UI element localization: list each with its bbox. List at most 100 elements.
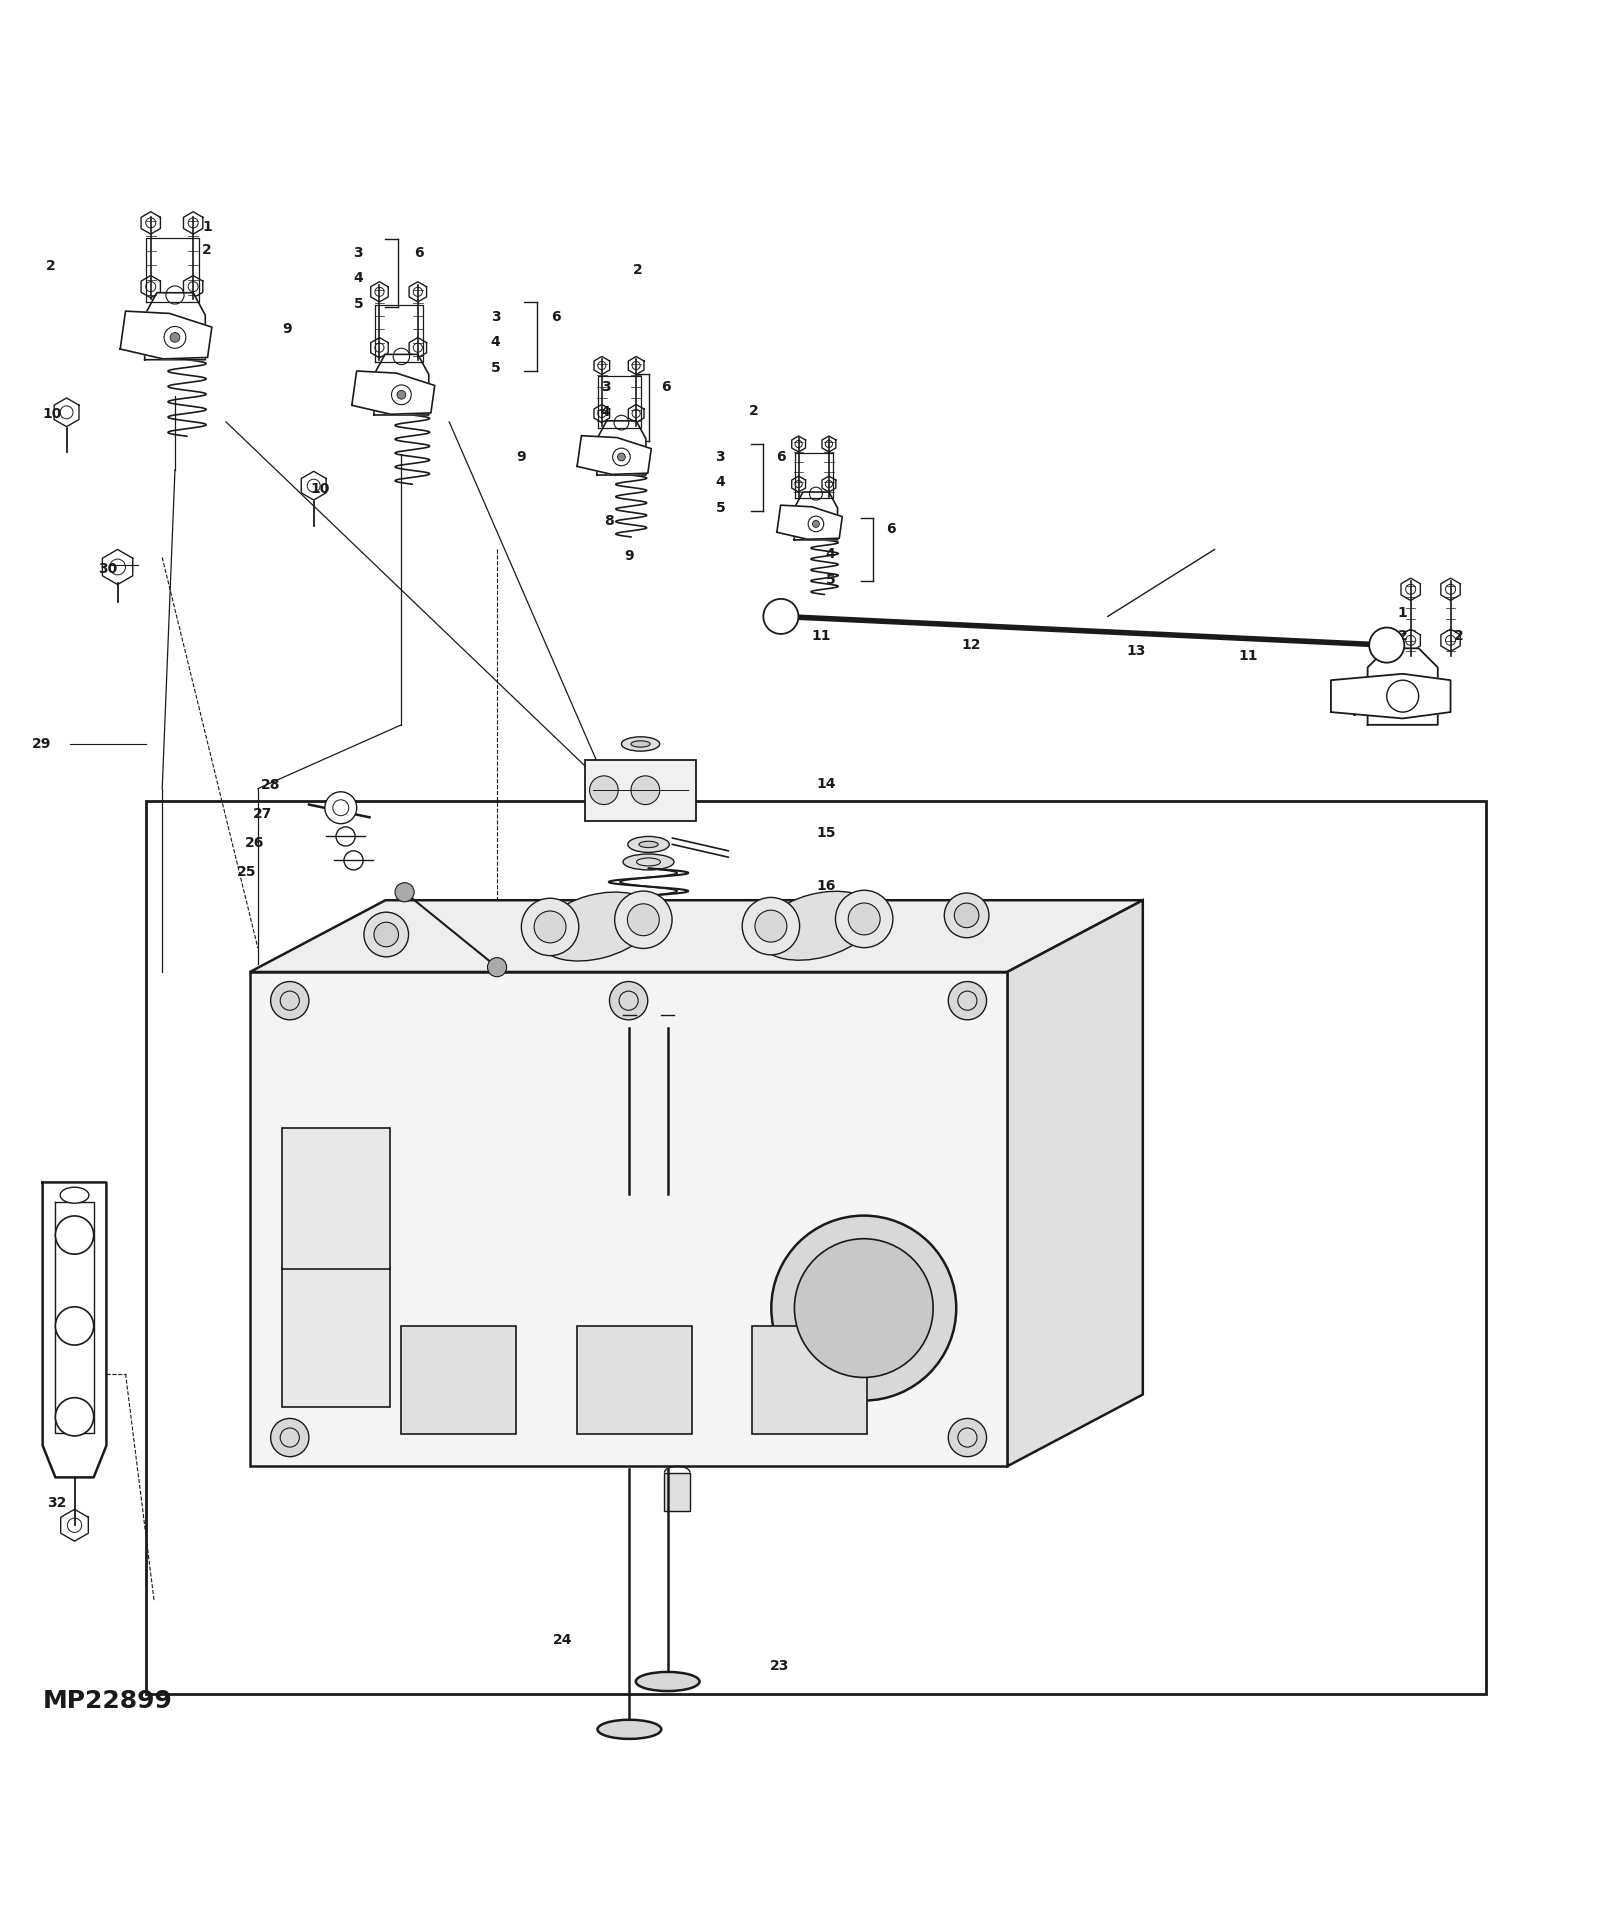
Bar [576, 1326, 691, 1434]
Ellipse shape [635, 1672, 699, 1691]
Circle shape [630, 775, 659, 804]
Circle shape [1370, 629, 1405, 663]
Polygon shape [371, 337, 389, 359]
Text: 5: 5 [491, 361, 501, 374]
Circle shape [522, 898, 579, 956]
Circle shape [589, 775, 618, 804]
Polygon shape [410, 281, 427, 303]
Text: 29: 29 [32, 736, 51, 752]
Text: 25: 25 [237, 864, 256, 879]
Text: 5: 5 [600, 430, 611, 445]
Ellipse shape [630, 740, 650, 748]
Circle shape [56, 1398, 94, 1436]
Text: 3: 3 [491, 310, 501, 324]
Polygon shape [371, 281, 389, 303]
Bar [282, 1128, 390, 1269]
Ellipse shape [627, 837, 669, 852]
Polygon shape [141, 212, 160, 233]
Circle shape [795, 1238, 933, 1377]
Circle shape [949, 981, 987, 1020]
Circle shape [56, 1307, 94, 1346]
Polygon shape [301, 470, 326, 499]
Text: 16: 16 [816, 879, 835, 893]
Polygon shape [1442, 578, 1461, 600]
Text: 3: 3 [600, 380, 610, 393]
Circle shape [170, 332, 179, 343]
Circle shape [488, 958, 507, 977]
Circle shape [270, 981, 309, 1020]
Text: 9: 9 [517, 449, 526, 465]
Text: 20: 20 [498, 1087, 517, 1101]
Text: 3: 3 [715, 449, 725, 465]
Circle shape [742, 897, 800, 954]
Circle shape [954, 902, 979, 927]
Polygon shape [1368, 648, 1438, 725]
Ellipse shape [632, 997, 664, 1006]
Text: 4: 4 [715, 476, 725, 490]
Text: 1: 1 [1398, 605, 1408, 621]
Text: 11: 11 [1238, 650, 1258, 663]
Text: 2: 2 [632, 264, 642, 278]
Circle shape [614, 891, 672, 949]
Polygon shape [778, 505, 842, 540]
Polygon shape [61, 1510, 88, 1540]
Circle shape [613, 447, 630, 467]
Ellipse shape [61, 1188, 90, 1203]
Polygon shape [54, 397, 78, 426]
Text: 5: 5 [354, 297, 363, 310]
Polygon shape [102, 549, 133, 584]
Text: 31: 31 [86, 1390, 106, 1406]
Circle shape [848, 902, 880, 935]
Polygon shape [597, 420, 646, 474]
Text: 17: 17 [816, 937, 835, 951]
Circle shape [165, 326, 186, 349]
Circle shape [627, 904, 659, 935]
Text: 2: 2 [46, 258, 56, 272]
Text: 9: 9 [624, 549, 634, 563]
Text: 6: 6 [776, 449, 786, 465]
Text: 8: 8 [603, 513, 614, 528]
Bar [250, 972, 1008, 1467]
Polygon shape [792, 476, 805, 492]
Text: 21: 21 [946, 1278, 965, 1294]
Text: 4: 4 [600, 405, 611, 418]
Polygon shape [794, 492, 837, 540]
Bar [402, 1326, 517, 1434]
Text: 9: 9 [282, 322, 291, 335]
Text: 30: 30 [99, 561, 118, 576]
Polygon shape [352, 370, 435, 415]
Polygon shape [184, 212, 203, 233]
Circle shape [325, 792, 357, 823]
Text: 15: 15 [816, 827, 835, 841]
Ellipse shape [622, 854, 674, 870]
Text: 10: 10 [43, 407, 62, 420]
Circle shape [813, 521, 819, 528]
Bar [632, 1001, 664, 1030]
Circle shape [395, 883, 414, 902]
Text: 32: 32 [48, 1496, 67, 1510]
Text: 13: 13 [1126, 644, 1146, 659]
Text: 14: 14 [816, 777, 835, 790]
Text: 22: 22 [813, 1311, 832, 1325]
Polygon shape [144, 293, 205, 361]
Bar [752, 1326, 867, 1434]
Polygon shape [629, 357, 643, 374]
Polygon shape [141, 276, 160, 297]
Text: 2: 2 [1398, 629, 1408, 642]
Ellipse shape [621, 736, 659, 752]
Ellipse shape [597, 1720, 661, 1739]
Ellipse shape [758, 891, 875, 960]
Circle shape [534, 912, 566, 943]
Polygon shape [578, 436, 651, 474]
Circle shape [374, 922, 398, 947]
Text: 6: 6 [552, 310, 562, 324]
Polygon shape [594, 405, 610, 422]
Text: 2: 2 [202, 243, 211, 256]
Bar [584, 760, 696, 821]
Text: 5: 5 [715, 501, 725, 515]
Polygon shape [410, 337, 427, 359]
Polygon shape [822, 436, 835, 451]
Circle shape [808, 517, 824, 532]
Ellipse shape [622, 995, 674, 1010]
Circle shape [610, 981, 648, 1020]
